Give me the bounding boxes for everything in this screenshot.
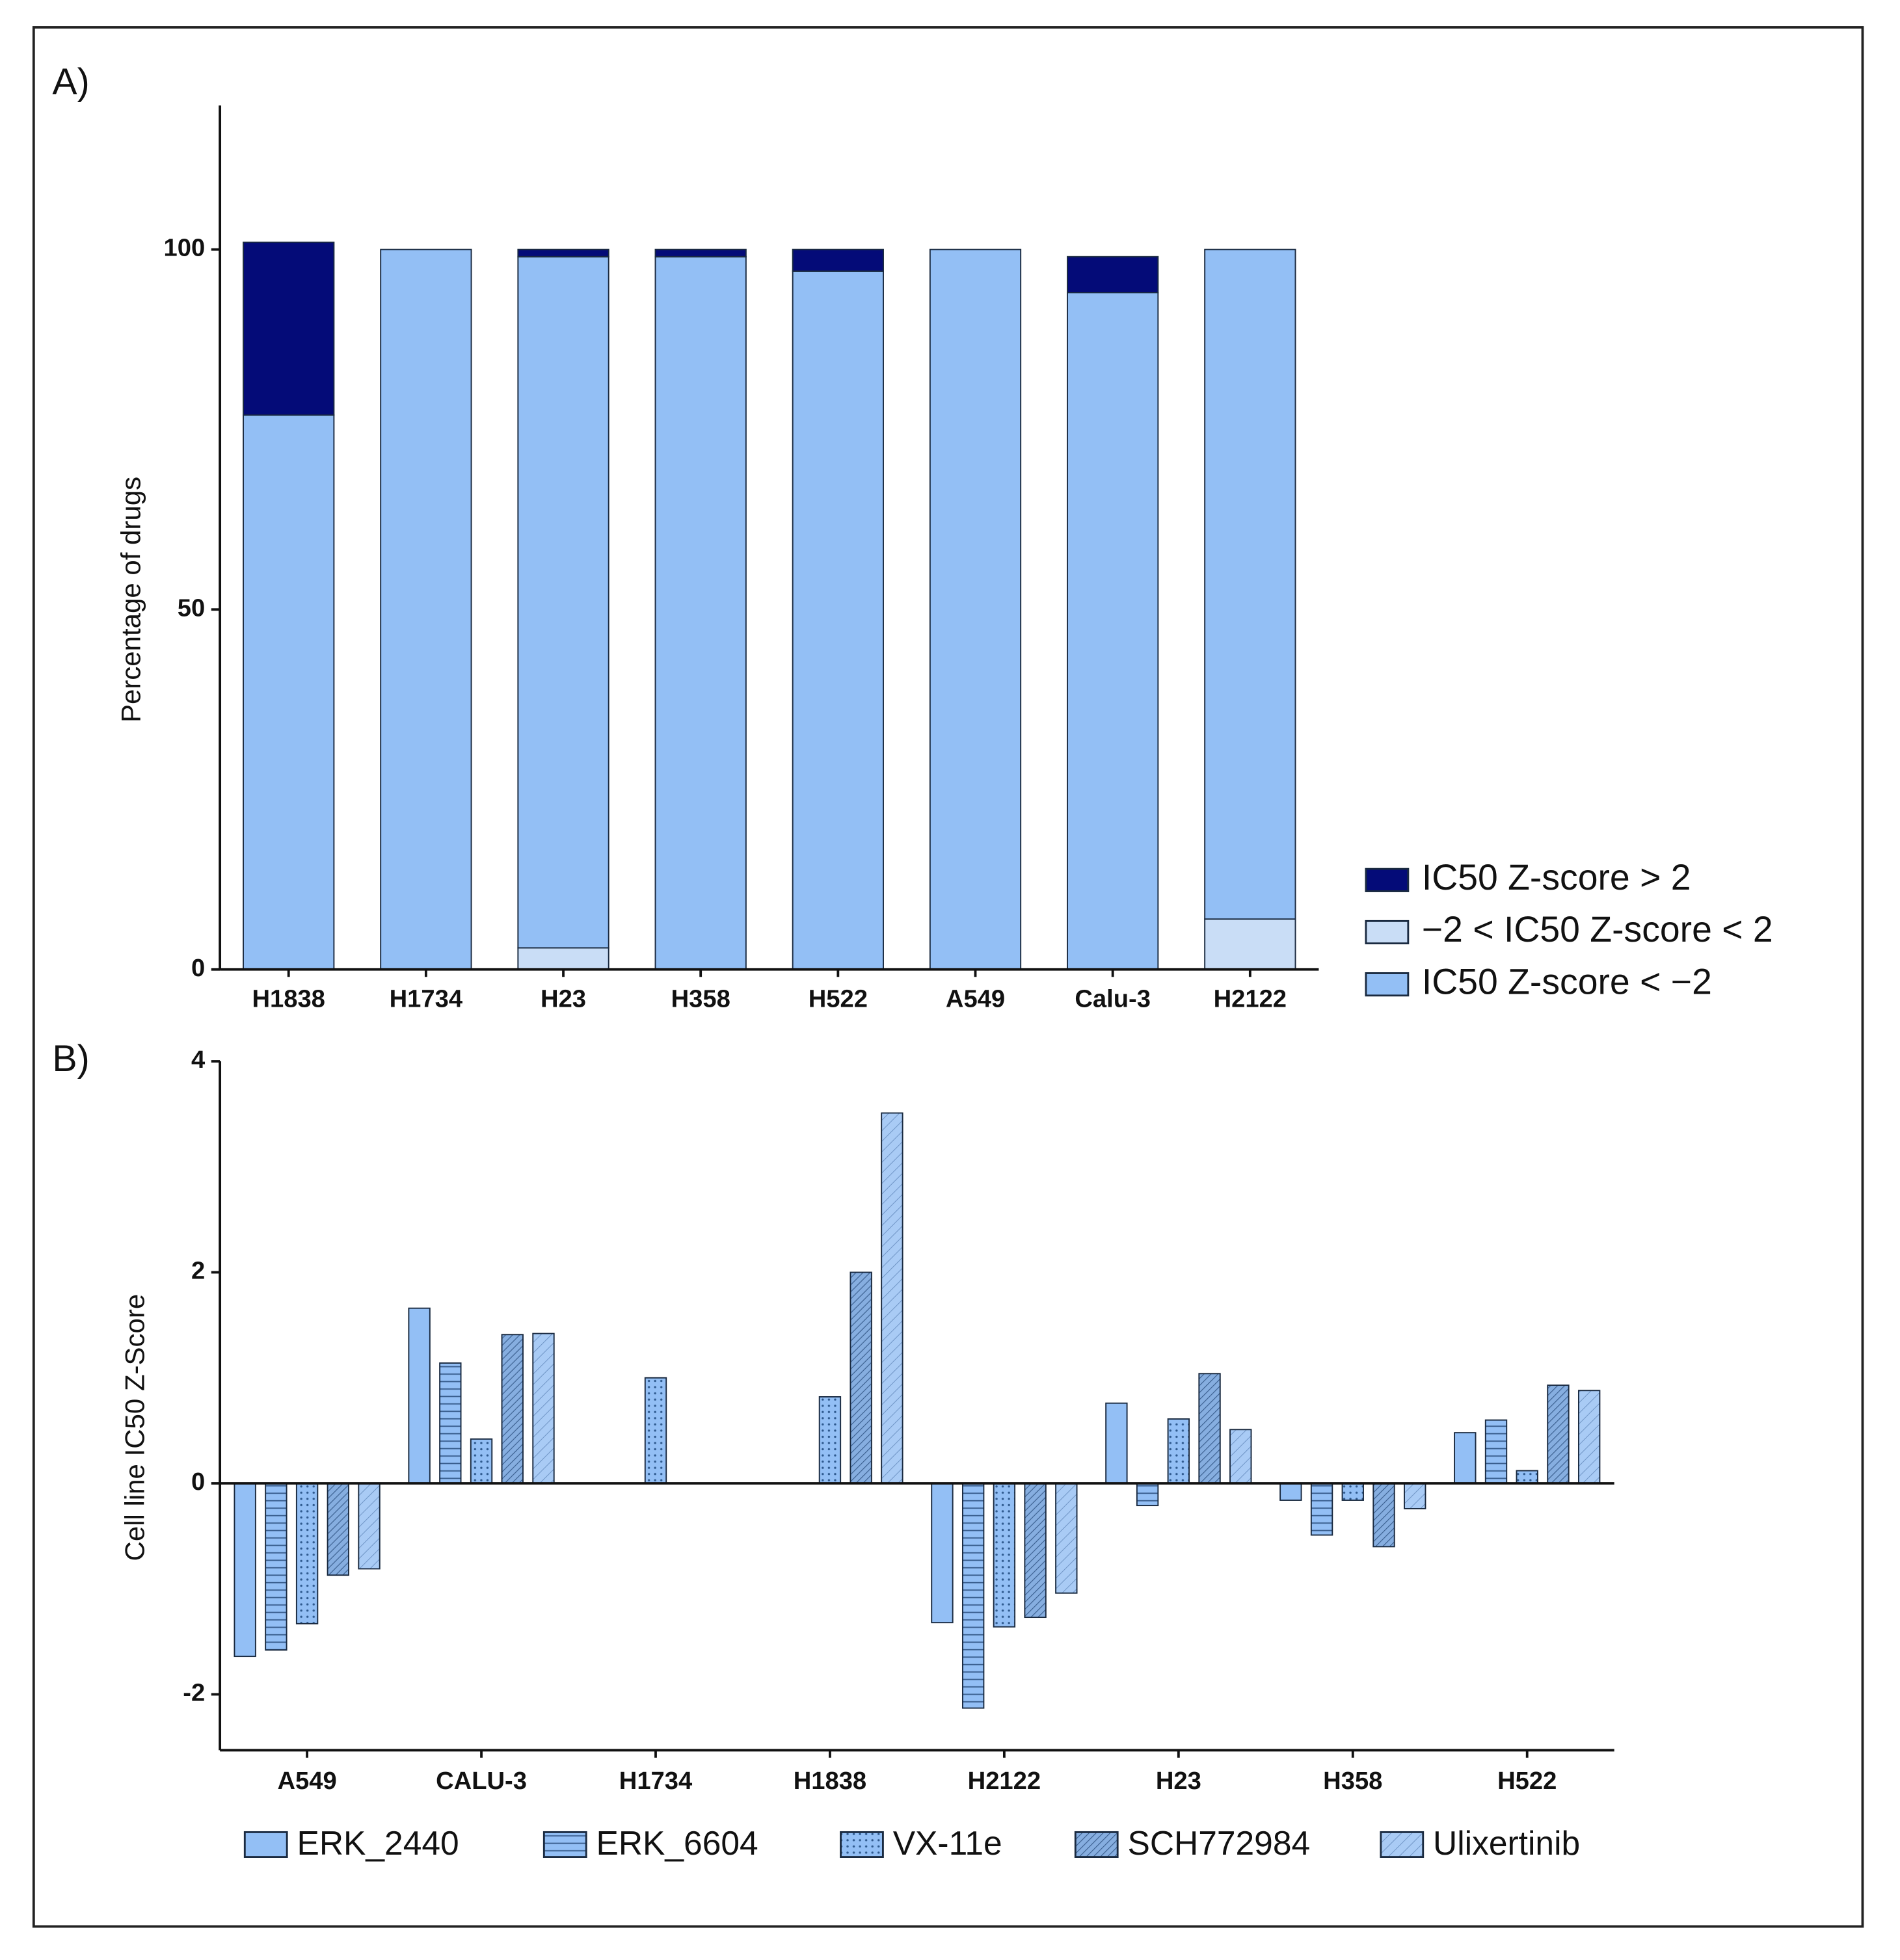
- legend-swatch: [1365, 972, 1410, 997]
- x-tick-label: H1734: [619, 1767, 693, 1795]
- bar: [1454, 1432, 1477, 1484]
- legend-label: −2 < IC50 Z-score < 2: [1422, 909, 1773, 949]
- x-tick-label: H1838: [252, 985, 325, 1013]
- legend-label: Ulixertinib: [1433, 1824, 1580, 1862]
- bar: [517, 947, 609, 970]
- bar: [1484, 1419, 1508, 1484]
- bar: [1204, 918, 1296, 970]
- bar: [1067, 256, 1159, 294]
- bar: [1136, 1483, 1159, 1507]
- x-tick-label: H358: [671, 985, 730, 1013]
- x-tick-label: H358: [1323, 1767, 1382, 1795]
- x-tick-label: CALU-3: [436, 1767, 527, 1795]
- bar: [792, 270, 884, 970]
- bar: [243, 414, 335, 970]
- bar: [850, 1271, 872, 1484]
- y-axis-title: Cell line IC50 Z-Score: [119, 1294, 150, 1561]
- y-tick-label: 50: [178, 594, 205, 622]
- y-axis-title: Percentage of drugs: [116, 477, 146, 722]
- bar: [929, 248, 1022, 970]
- legend-swatch: [243, 1831, 288, 1859]
- bar: [1279, 1483, 1302, 1501]
- bar: [1547, 1384, 1570, 1484]
- panel-label: B): [52, 1038, 89, 1079]
- x-tick-label: Calu-3: [1075, 985, 1151, 1013]
- y-tick-label: 100: [164, 234, 206, 262]
- bar: [327, 1483, 349, 1576]
- legend-swatch: [1380, 1831, 1425, 1859]
- y-tick-label: 0: [191, 1468, 205, 1496]
- legend-label: VX-11e: [893, 1824, 1002, 1862]
- bar: [881, 1112, 903, 1484]
- x-tick-label: H1734: [390, 985, 463, 1013]
- bar: [1577, 1390, 1601, 1484]
- bar: [1067, 292, 1159, 970]
- bar: [792, 248, 884, 272]
- bar: [265, 1483, 288, 1651]
- bar: [1404, 1483, 1426, 1509]
- bar: [295, 1483, 319, 1624]
- legend-label: ERK_2440: [297, 1824, 459, 1862]
- x-tick-label: A549: [277, 1767, 336, 1795]
- bar: [234, 1483, 256, 1658]
- y-tick-label: -2: [183, 1679, 205, 1707]
- bar: [1229, 1429, 1252, 1484]
- bar: [517, 256, 609, 949]
- y-tick-label: 2: [191, 1257, 205, 1285]
- bar: [470, 1438, 493, 1484]
- y-tick-label: 0: [191, 954, 205, 982]
- bar: [1024, 1483, 1047, 1619]
- bar: [961, 1483, 985, 1709]
- x-tick-label: A549: [946, 985, 1005, 1013]
- bar: [654, 256, 747, 970]
- y-tick-label: 4: [191, 1046, 206, 1074]
- legend-label: IC50 Z-score < −2: [1422, 961, 1712, 1001]
- bar: [1105, 1402, 1128, 1484]
- legend-label: IC50 Z-score > 2: [1422, 857, 1691, 897]
- bar: [1341, 1483, 1364, 1501]
- legend-swatch: [840, 1831, 884, 1859]
- bar: [644, 1377, 667, 1484]
- bar: [1372, 1483, 1395, 1548]
- bar: [654, 248, 747, 258]
- bar: [1516, 1470, 1538, 1484]
- legend-swatch: [1365, 920, 1410, 945]
- legend-swatch: [1365, 867, 1410, 892]
- bar: [243, 241, 335, 416]
- legend-swatch: [542, 1831, 587, 1859]
- legend-label: ERK_6604: [596, 1824, 758, 1862]
- frame: [32, 26, 1864, 1928]
- x-tick-label: H2122: [968, 1767, 1041, 1795]
- x-tick-label: H522: [809, 985, 868, 1013]
- bar: [1204, 248, 1296, 920]
- bar: [517, 248, 609, 258]
- bar: [1310, 1483, 1333, 1536]
- bar: [1167, 1418, 1190, 1484]
- bar: [380, 248, 472, 970]
- x-tick-label: H2122: [1214, 985, 1287, 1013]
- bar: [993, 1483, 1016, 1628]
- bar: [1055, 1483, 1078, 1594]
- x-tick-label: H23: [1156, 1767, 1201, 1795]
- bar: [931, 1483, 954, 1624]
- legend-swatch: [1074, 1831, 1119, 1859]
- panel-label: A): [52, 61, 89, 103]
- bar: [818, 1396, 842, 1484]
- bar: [439, 1362, 462, 1484]
- legend-label: SCH772984: [1127, 1824, 1310, 1862]
- bar: [501, 1334, 524, 1484]
- x-tick-label: H1838: [794, 1767, 866, 1795]
- bar: [1198, 1373, 1221, 1484]
- x-tick-label: H23: [541, 985, 586, 1013]
- bar: [532, 1332, 555, 1484]
- bar: [408, 1307, 431, 1484]
- bar: [358, 1483, 381, 1570]
- x-tick-label: H522: [1497, 1767, 1557, 1795]
